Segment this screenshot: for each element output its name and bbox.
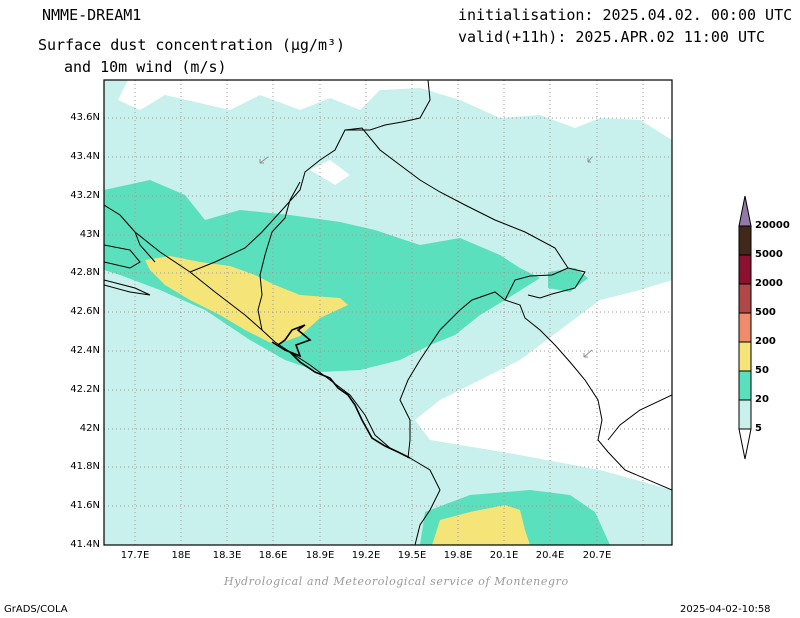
- colorbar-cell-50-200: [738, 341, 752, 372]
- credit-text: Hydrological and Meteorological service …: [224, 575, 569, 588]
- footer-right: 2025-04-02-10:58: [680, 604, 771, 615]
- coastline-detail: [271, 324, 411, 459]
- lon-label: 18.3E: [212, 550, 242, 561]
- lat-label: 42.6N: [70, 306, 100, 317]
- colorbar-label: 500: [755, 307, 776, 318]
- wind-arrow: [583, 349, 593, 358]
- colorbar-label: 50: [755, 365, 769, 376]
- map-frame: [103, 79, 673, 546]
- lon-label: 17.7E: [120, 550, 150, 561]
- dust-contour-20-50: [104, 180, 540, 372]
- map-area: [104, 80, 672, 545]
- lon-label: 20.4E: [535, 550, 565, 561]
- lon-label: 18.6E: [258, 550, 288, 561]
- wind-arrow: [259, 156, 269, 164]
- colorbar-label: 20000: [755, 220, 790, 231]
- lat-label: 42.4N: [70, 345, 100, 356]
- colorbar-label: 20: [755, 394, 769, 405]
- colorbar: [738, 195, 752, 460]
- colorbar-cell-2000-5000: [738, 254, 752, 285]
- model-name: NMME-DREAM1: [42, 6, 142, 24]
- lon-label: 19.5E: [397, 550, 427, 561]
- colorbar-cell-5000-20000: [738, 225, 752, 256]
- title-line-2: and 10m wind (m/s): [64, 58, 227, 76]
- colorbar-label: 200: [755, 336, 776, 347]
- dust-contour-50-200: [145, 256, 348, 345]
- title-line-1: Surface dust concentration (µg/m³): [38, 36, 346, 54]
- country-borders: [104, 80, 672, 545]
- lat-label: 43.4N: [70, 151, 100, 162]
- lat-label: 43N: [79, 229, 100, 240]
- lat-label: 42.2N: [70, 384, 100, 395]
- colorbar-label: 5000: [755, 249, 783, 260]
- colorbar-cell-200-500: [738, 312, 752, 343]
- lat-label: 42N: [79, 423, 100, 434]
- lat-label: 42.8N: [70, 267, 100, 278]
- lon-label: 20.7E: [582, 550, 612, 561]
- lon-label: 19.2E: [351, 550, 381, 561]
- lat-label: 41.4N: [70, 539, 100, 550]
- colorbar-over-triangle: [738, 195, 752, 227]
- lat-label: 43.2N: [70, 190, 100, 201]
- lon-label: 20.1E: [489, 550, 519, 561]
- init-time: initialisation: 2025.04.02. 00:00 UTC: [458, 6, 793, 24]
- colorbar-label: 2000: [755, 278, 783, 289]
- wind-vectors: [259, 156, 593, 358]
- colorbar-under-triangle: [738, 428, 752, 460]
- colorbar-cell-20-50: [738, 370, 752, 401]
- colorbar-cell-500-2000: [738, 283, 752, 314]
- footer-left: GrADS/COLA: [4, 604, 68, 615]
- lat-label: 43.6N: [70, 112, 100, 123]
- valid-time: valid(+11h): 2025.APR.02 11:00 UTC: [458, 28, 766, 46]
- lat-label: 41.8N: [70, 461, 100, 472]
- wind-arrow: [587, 156, 593, 163]
- lat-label: 41.6N: [70, 500, 100, 511]
- colorbar-label: 5: [755, 423, 762, 434]
- lon-label: 19.8E: [443, 550, 473, 561]
- lon-label: 18E: [171, 550, 191, 561]
- colorbar-cell-5-20: [738, 399, 752, 430]
- lon-label: 18.9E: [305, 550, 335, 561]
